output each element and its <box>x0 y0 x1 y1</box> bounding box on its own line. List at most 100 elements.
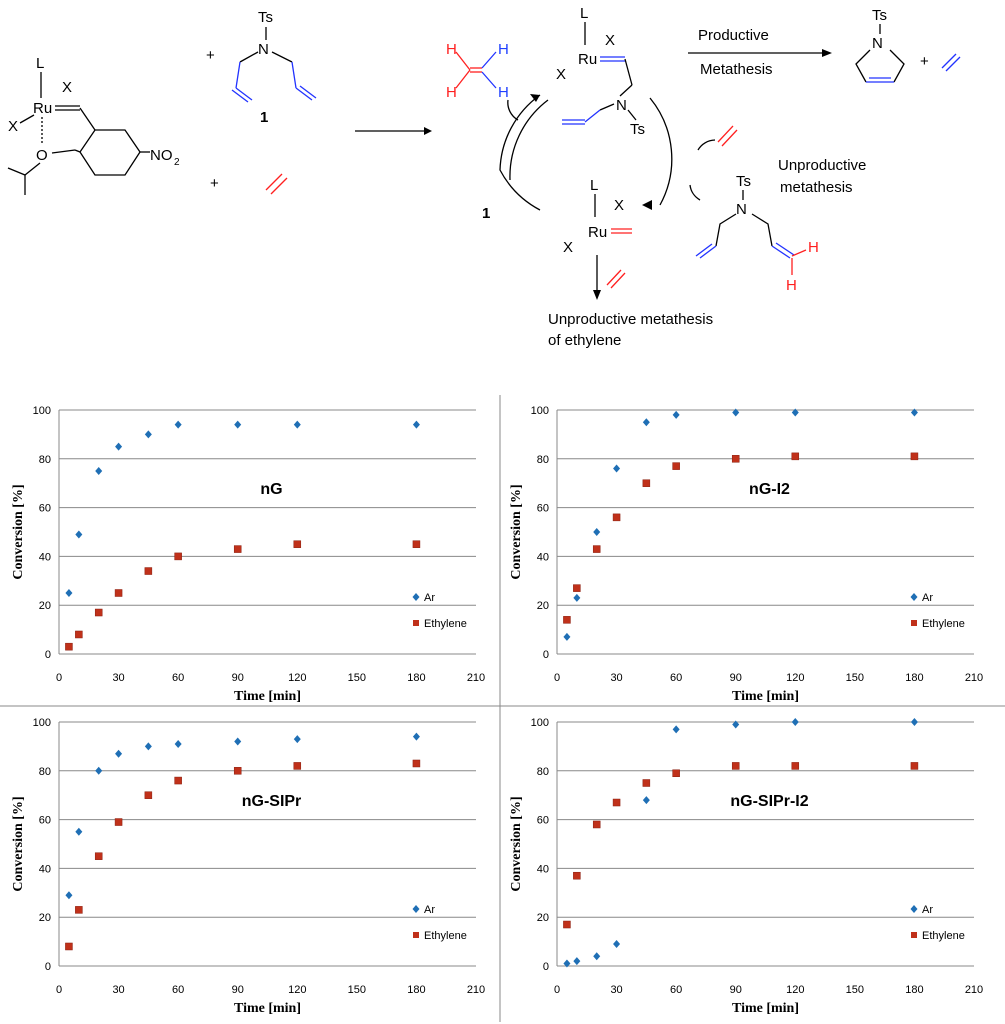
y-tick-label: 40 <box>537 863 549 875</box>
data-point-ar <box>144 742 152 751</box>
data-point-ar <box>613 940 621 949</box>
data-point-ethylene <box>672 462 680 470</box>
x-axis-label: Time [min] <box>732 1001 799 1016</box>
data-point-ar <box>95 467 103 475</box>
data-point-ethylene <box>293 540 302 548</box>
data-point-ethylene <box>612 513 621 522</box>
data-point-ethylene <box>75 630 83 639</box>
metathesis-label: Metathesis <box>700 61 773 78</box>
chart-ng-i2: 0 20 40 60 80 100 0 30 60 90 120 150 180 210 Time [min… <box>509 405 983 704</box>
y-axis-label: Conversion [%] <box>509 796 524 891</box>
ruthenium-label: Ru <box>578 51 597 68</box>
nitro-label: NO <box>150 147 173 164</box>
y-tick-label: 20 <box>39 912 51 924</box>
y-tick-label: 80 <box>39 454 51 466</box>
y-tick-label: 100 <box>531 717 549 729</box>
y-tick-label: 0 <box>45 961 51 973</box>
chart-title: nG-I2 <box>749 481 790 498</box>
ligand-L: L <box>36 55 44 72</box>
x-tick-label: 180 <box>407 672 425 684</box>
data-point-ar <box>65 891 73 900</box>
ligand-L: L <box>590 177 598 194</box>
nitrogen-label: N <box>872 35 883 52</box>
legend-label: Ar <box>424 592 435 604</box>
data-point-ar <box>563 959 571 968</box>
ligand-X: X <box>614 197 624 214</box>
data-point-ethylene <box>114 818 123 826</box>
x-tick-label: 30 <box>112 672 124 684</box>
x-axis-label: Time [min] <box>234 1001 301 1016</box>
data-point-ar <box>412 420 420 429</box>
hydrogen-label: H <box>808 239 819 256</box>
data-point-ethylene <box>642 779 651 787</box>
x-tick-label: 210 <box>965 672 983 684</box>
data-point-ethylene <box>412 540 421 548</box>
tosyl-label: Ts <box>736 173 751 190</box>
data-point-ethylene <box>573 871 581 880</box>
y-tick-label: 60 <box>39 503 51 515</box>
legend-label: Ethylene <box>922 930 965 942</box>
data-point-ar <box>642 796 650 805</box>
x-tick-label: 180 <box>905 984 923 996</box>
pyrroline-product: Ts N + <box>855 7 961 83</box>
chart-title: nG <box>260 481 282 498</box>
productive-label: Productive <box>698 27 769 44</box>
legend-label: Ethylene <box>424 930 467 942</box>
ruthenium-methylidene: L X Ru X <box>563 177 632 256</box>
y-tick-label: 100 <box>33 717 51 729</box>
x-tick-label: 30 <box>610 672 622 684</box>
y-tick-label: 20 <box>537 600 549 612</box>
ruthenium-label: Ru <box>33 100 52 117</box>
x-tick-label: 180 <box>905 672 923 684</box>
x-tick-label: 0 <box>56 672 62 684</box>
data-point-ethylene <box>174 552 182 561</box>
legend-marker-ethylene <box>413 620 419 626</box>
data-point-ar <box>573 593 581 602</box>
data-point-ar <box>293 420 301 429</box>
unproductive-label: Unproductive <box>778 157 866 174</box>
ligand-X: X <box>556 66 566 83</box>
legend-label: Ar <box>424 904 435 916</box>
chart-ng-sipr: 0 20 40 60 80 100 0 30 60 90 120 150 180 210 Time [min… <box>11 717 485 1016</box>
data-point-ethylene <box>174 776 182 785</box>
x-tick-label: 30 <box>610 984 622 996</box>
chart-ng-sipr-i2: 0 20 40 60 80 100 0 30 60 90 120 150 180 210 Time [min… <box>509 717 983 1016</box>
data-point-ar <box>613 464 621 473</box>
data-point-ethylene <box>144 791 153 799</box>
hydrogen-label: H <box>446 84 457 101</box>
y-axis-label: Conversion [%] <box>11 796 26 891</box>
x-tick-label: 180 <box>407 984 425 996</box>
x-tick-label: 90 <box>232 672 244 684</box>
data-point-ar <box>732 408 740 417</box>
y-axis-label: Conversion [%] <box>509 484 524 579</box>
data-point-ar <box>732 720 740 729</box>
data-point-ar <box>593 952 601 961</box>
cross-metathesis-product: Ts N H H <box>695 173 819 294</box>
legend-label: Ar <box>922 904 933 916</box>
hydrogen-label: H <box>498 84 509 101</box>
data-point-ar <box>115 442 123 451</box>
y-tick-label: 20 <box>39 600 51 612</box>
x-tick-label: 150 <box>348 672 366 684</box>
y-tick-label: 20 <box>537 912 549 924</box>
legend-marker-ethylene <box>911 620 917 626</box>
compound-number: 1 <box>482 205 490 222</box>
data-point-ethylene <box>94 608 103 617</box>
y-tick-label: 40 <box>39 551 51 563</box>
y-axis-label: Conversion [%] <box>11 484 26 579</box>
ruthenium-alkylidene-intermediate: L X Ru X N Ts <box>556 5 645 138</box>
data-point-ar <box>593 528 601 536</box>
tosyl-label: Ts <box>630 121 645 138</box>
ligand-X: X <box>62 79 72 96</box>
x-tick-label: 90 <box>232 984 244 996</box>
data-point-ethylene <box>731 762 740 770</box>
y-tick-label: 40 <box>39 863 51 875</box>
ligand-X: X <box>8 118 18 135</box>
x-tick-label: 60 <box>670 984 682 996</box>
y-tick-label: 60 <box>537 815 549 827</box>
data-point-ethylene <box>75 906 83 914</box>
data-point-ethylene <box>791 452 800 461</box>
ethylene-molecule <box>265 173 288 195</box>
y-tick-label: 60 <box>537 503 549 515</box>
